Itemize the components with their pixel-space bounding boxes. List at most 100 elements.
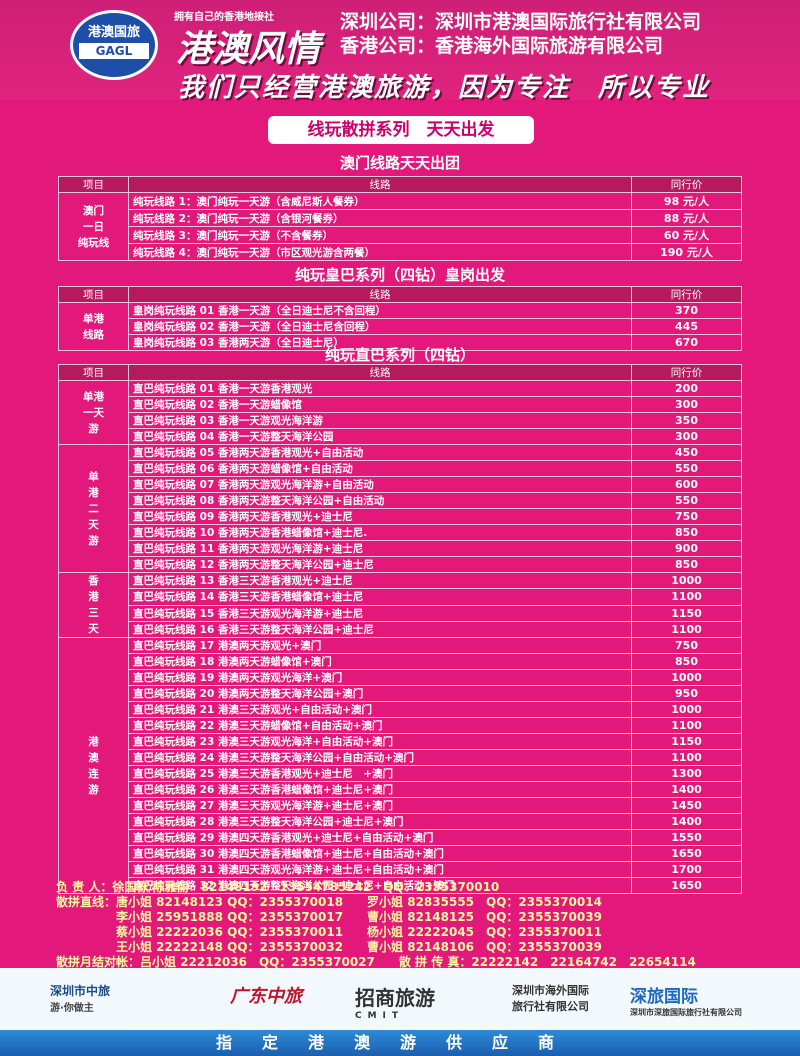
price-cell: 1100 — [631, 717, 742, 734]
route-cell: 直巴纯玩线路 25 港澳三天游香港观光+迪士尼 +澳门 — [128, 765, 632, 782]
series-banner: 线玩散拼系列 天天出发 — [268, 116, 534, 144]
route-cell: 直巴纯玩线路 23 港澳三天游观光海洋+自由活动+澳门 — [128, 733, 632, 750]
table-row: 直巴纯玩线路 20 港澳两天游整天海洋公园+澳门 950 — [59, 685, 742, 702]
route-cell: 直巴纯玩线路 30 港澳四天游香港蜡像馆+迪士尼+自由活动+澳门 — [128, 845, 632, 862]
route-cell: 直巴纯玩线路 19 港澳两天游观光海洋+澳门 — [128, 669, 632, 686]
table-row: 直巴纯玩线路 14 香港三天游香港蜡像馆+迪士尼 1100 — [59, 588, 742, 606]
company-shenzhen: 深圳公司：深圳市港澳国际旅行社有限公司 — [340, 10, 701, 34]
table-row: 直巴纯玩线路 22 港澳三天游蜡像馆+自由活动+澳门 1100 — [59, 717, 742, 734]
partner-sub: 深圳市深旅国际旅行社有限公司 — [630, 1008, 742, 1017]
price-cell: 670 — [631, 334, 742, 351]
partner-name: 招商旅游 — [355, 986, 435, 1010]
table-row: 直巴纯玩线路 23 港澳三天游观光海洋+自由活动+澳门 1150 — [59, 733, 742, 750]
company-label: 香港公司： — [340, 35, 436, 57]
route-cell: 直巴纯玩线路 06 香港两天游蜡像馆+自由活动 — [128, 460, 632, 477]
contact-line: 蔡小姐 22222036 QQ：2355370011 杨小姐 22222045 … — [56, 925, 602, 939]
brand-title: 港澳风情 — [176, 28, 321, 70]
price-cell: 1650 — [631, 877, 742, 894]
route-cell: 纯玩线路 2：澳门纯玩一天游（含银河餐券） — [128, 209, 632, 227]
price-cell: 60 元/人 — [631, 226, 742, 244]
route-cell: 直巴纯玩线路 05 香港两天游香港观光+自由活动 — [128, 444, 632, 461]
partner-logo-hwgj: 深圳市海外国际 旅行社有限公司 — [512, 982, 589, 1014]
table-row: 直巴纯玩线路 12 香港两天游整天海洋公园+迪士尼 850 — [59, 556, 742, 573]
route-cell: 直巴纯玩线路 28 港澳三天游整天海洋公园+迪士尼+澳门 — [128, 813, 632, 830]
price-cell: 370 — [631, 302, 742, 319]
route-cell: 纯玩线路 4：澳门纯玩一天游（市区观光游含两餐） — [128, 243, 632, 261]
table-header-row: 项目 线路 同行价 — [58, 286, 742, 303]
table-row: 单港二天游直巴纯玩线路 05 香港两天游香港观光+自由活动 450 — [58, 444, 742, 573]
table-row: 直巴纯玩线路 28 港澳三天游整天海洋公园+迪士尼+澳门 1400 — [59, 813, 742, 830]
table-row: 直巴纯玩线路 11 香港两天游观光海洋游+迪士尼 900 — [59, 540, 742, 557]
route-cell: 直巴纯玩线路 08 香港两天游整天海洋公园+自由活动 — [128, 492, 632, 509]
route-cell: 直巴纯玩线路 18 港澳两天游蜡像馆+澳门 — [128, 653, 632, 670]
table-row: 直巴纯玩线路 09 香港两天游香港观光+迪士尼 750 — [59, 508, 742, 525]
route-cell: 皇岗纯玩线路 03 香港两天游（全日迪士尼） — [128, 334, 632, 351]
price-cell: 850 — [631, 653, 742, 670]
price-cell: 1400 — [631, 813, 742, 830]
table-row: 直巴纯玩线路 26 港澳三天游香港蜡像馆+迪士尼+澳门 1400 — [59, 781, 742, 798]
table-row: 皇岗纯玩线路 02 香港一天游（全日迪士尼含回程） 445 — [59, 318, 742, 335]
route-cell: 直巴纯玩线路 07 香港两天游观光海洋游+自由活动 — [128, 476, 632, 493]
table-header-row: 项目 线路 同行价 — [58, 176, 742, 193]
price-cell: 550 — [631, 492, 742, 509]
footer-slogan: 指定港澳游供应商 — [0, 1030, 800, 1056]
price-cell: 1150 — [631, 604, 742, 622]
table-row: 皇岗纯玩线路 03 香港两天游（全日迪士尼） 670 — [59, 334, 742, 351]
logo-band-text: GAGL — [79, 43, 149, 59]
table-row: 直巴纯玩线路 07 香港两天游观光海洋游+自由活动 600 — [59, 476, 742, 493]
route-cell: 直巴纯玩线路 13 香港三天游香港观光+迪士尼 — [128, 571, 632, 590]
price-cell: 98 元/人 — [631, 192, 742, 210]
table-row: 直巴纯玩线路 18 港澳两天游蜡像馆+澳门 850 — [59, 653, 742, 670]
partner-name: 深旅国际 — [630, 987, 698, 1007]
price-cell: 750 — [631, 508, 742, 525]
column-header: 同行价 — [631, 176, 742, 193]
table-row: 直巴纯玩线路 25 港澳三天游香港观光+迪士尼 +澳门 1300 — [59, 765, 742, 782]
table-row: 直巴纯玩线路 19 港澳两天游观光海洋+澳门 1000 — [59, 669, 742, 686]
partner-name: 深圳市海外国际 — [512, 984, 589, 997]
price-cell: 1450 — [631, 797, 742, 814]
partner-sub: CMIT — [355, 1011, 405, 1021]
column-header: 线路 — [128, 176, 632, 193]
table-row: 直巴纯玩线路 02 香港一天游蜡像馆 300 — [59, 396, 742, 413]
category-cell: 香港三天 — [58, 572, 129, 638]
category-cell: 单港 一天游 — [58, 380, 129, 445]
table-row: 香港三天直巴纯玩线路 13 香港三天游香港观光+迪士尼 1000 — [58, 571, 742, 638]
route-cell: 直巴纯玩线路 26 港澳三天游香港蜡像馆+迪士尼+澳门 — [128, 781, 632, 798]
column-header: 同行价 — [631, 364, 742, 381]
column-header: 项目 — [58, 286, 129, 303]
huangba-route-table: 项目 线路 同行价 单港 线路 皇岗纯玩线路 01 香港一天游（全日迪士尼不含回程） 370… — [58, 286, 742, 351]
partner-name: 广东中旅 — [230, 986, 302, 1007]
contact-line: 李小姐 25951888 QQ：2355370017 曹小姐 82148125 … — [56, 910, 602, 924]
route-cell: 直巴纯玩线路 29 港澳四天游香港观光+迪士尼+自由活动+澳门 — [128, 829, 632, 846]
price-cell: 750 — [631, 637, 742, 654]
price-cell: 300 — [631, 396, 742, 413]
price-cell: 1000 — [631, 669, 742, 686]
price-cell: 1300 — [631, 765, 742, 782]
table-row: 直巴纯玩线路 10 香港两天游香港蜡像馆+迪士尼. 850 — [59, 524, 742, 541]
route-cell: 直巴纯玩线路 04 香港一天游整天海洋公园 — [128, 428, 632, 445]
route-cell: 直巴纯玩线路 15 香港三天游观光海洋游+迪士尼 — [128, 604, 632, 622]
table-row: 纯玩线路 4：澳门纯玩一天游（市区观光游含两餐） 190 元/人 — [59, 243, 742, 261]
column-header: 项目 — [58, 176, 129, 193]
price-cell: 1400 — [631, 781, 742, 798]
route-cell: 纯玩线路 1：澳门纯玩一天游（含威尼斯人餐券） — [128, 192, 632, 210]
contact-line: 负 责 人：徐国栋/陈雅丽 82148192 13554785242 QQ：23… — [56, 880, 500, 894]
price-cell: 850 — [631, 556, 742, 573]
price-cell: 950 — [631, 685, 742, 702]
route-cell: 直巴纯玩线路 01 香港一天游香港观光 — [128, 380, 632, 397]
price-cell: 1100 — [631, 749, 742, 766]
price-cell: 550 — [631, 460, 742, 477]
partner-sub: 旅行社有限公司 — [512, 1000, 589, 1013]
table-row: 直巴纯玩线路 08 香港两天游整天海洋公园+自由活动 550 — [59, 492, 742, 509]
column-header: 项目 — [58, 364, 129, 381]
partner-logos: 深圳市中旅 游·你做主 广东中旅 招商旅游 CMIT 深圳市海外国际 旅行社有限… — [0, 968, 800, 1030]
table-row: 单港 线路 皇岗纯玩线路 01 香港一天游（全日迪士尼不含回程） 370 — [58, 302, 742, 351]
route-cell: 直巴纯玩线路 24 港澳三天游整天海洋公园+自由活动+澳门 — [128, 749, 632, 766]
route-cell: 直巴纯玩线路 32 港澳四天游整天海洋公园+迪士尼+自由活动+澳门 — [128, 877, 632, 894]
route-cell: 纯玩线路 3：澳门纯玩一天游（不含餐券） — [128, 226, 632, 244]
partner-sub: 游·你做主 — [50, 1003, 94, 1014]
table-row: 直巴纯玩线路 16 香港三天游整天海洋公园+迪士尼 1100 — [59, 620, 742, 639]
table-row: 港澳连游直巴纯玩线路 17 港澳两天游观光+澳门 750 — [58, 637, 742, 894]
route-cell: 直巴纯玩线路 31 港澳四天游观光海洋游+迪士尼+自由活动+澳门 — [128, 861, 632, 878]
table-row: 直巴纯玩线路 30 港澳四天游香港蜡像馆+迪士尼+自由活动+澳门 1650 — [59, 845, 742, 862]
